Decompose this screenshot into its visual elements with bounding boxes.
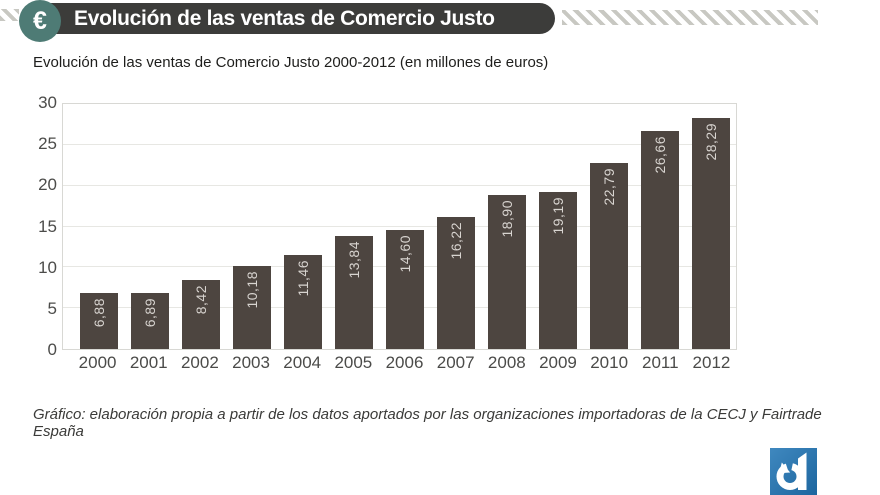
bar-value-label: 11,46 (294, 260, 311, 297)
x-tick-label: 2012 (692, 353, 731, 372)
eldiario-logo (770, 448, 817, 495)
y-tick-label: 5 (47, 298, 57, 318)
bar-value-label: 26,66 (651, 136, 668, 174)
bar-2005: 13,84 (334, 235, 373, 349)
bar-slot-2006: 14,60 (379, 104, 430, 349)
bar-value-label: 19,19 (549, 197, 566, 235)
bar-2006: 14,60 (385, 229, 424, 349)
bar-value-label: 18,90 (498, 199, 515, 238)
x-axis-labels: 2000 2001 2002 2003 2004 2005 2006 2007 2008 2009… (62, 353, 737, 373)
bar-value-label: 8,42 (192, 285, 209, 315)
x-tick-label: 2011 (642, 353, 679, 372)
bar-2000: 6,88 (79, 292, 118, 349)
bar-2012: 28,29 (691, 117, 730, 349)
bar-value-label: 14,60 (396, 234, 413, 273)
bar-slot-2000: 6,88 (73, 104, 124, 349)
y-tick-label: 10 (38, 257, 57, 277)
header-left-stripes-decoration (0, 9, 19, 21)
bar-2003: 10,18 (232, 265, 271, 349)
source-credit-text: Gráfico: elaboración propia a partir de … (33, 406, 822, 440)
x-tick-label: 2000 (78, 353, 117, 372)
x-tick-label: 2004 (283, 353, 322, 372)
bar-slot-2009: 19,19 (532, 104, 583, 349)
euro-icon: € (19, 0, 61, 42)
x-tick-label: 2003 (232, 353, 270, 372)
y-tick-label: 25 (38, 134, 57, 154)
x-tick-label: 2005 (334, 353, 373, 372)
bar-value-label: 10,18 (243, 270, 260, 309)
y-tick-label: 15 (38, 216, 57, 236)
bar-slot-2010: 22,79 (583, 104, 634, 349)
bar-2008: 18,90 (487, 194, 526, 349)
y-tick-label: 30 (38, 93, 57, 112)
bar-2010: 22,79 (589, 162, 628, 349)
bar-2011: 26,66 (640, 131, 679, 349)
x-tick-label: 2002 (180, 353, 219, 372)
bar-slot-2005: 13,84 (328, 104, 379, 349)
header-title-bar: Evolución de las ventas de Comercio Just… (30, 3, 555, 34)
eldiario-logo-icon (770, 448, 817, 495)
bar-slot-2002: 8,42 (175, 104, 226, 349)
bar-value-label: 13,84 (345, 240, 362, 279)
y-axis-labels: 0 5 10 15 20 25 30 (0, 94, 57, 359)
bar-2009: 19,19 (538, 192, 577, 349)
x-tick-label: 2006 (385, 353, 424, 372)
bar-value-label: 16,22 (447, 221, 464, 260)
header-right-stripes-decoration (562, 10, 818, 25)
bar-slot-2004: 11,46 (277, 104, 328, 349)
x-tick-label: 2010 (590, 353, 629, 372)
plot-area: 6,88 6,89 8,42 10,18 11,46 13,84 14,60 16,22 18,… (62, 103, 737, 350)
x-tick-label: 2007 (436, 353, 475, 372)
bar-slot-2008: 18,90 (481, 104, 532, 349)
chart-title: Evolución de las ventas de Comercio Just… (33, 54, 549, 71)
bar-2004: 11,46 (283, 255, 322, 349)
gridline (63, 225, 736, 227)
x-tick-label: 2008 (487, 353, 526, 372)
bar-2001: 6,89 (130, 292, 169, 349)
page-title: Evolución de las ventas de Comercio Just… (74, 6, 495, 30)
y-tick-label: 0 (47, 340, 57, 359)
x-tick-label: 2009 (539, 353, 577, 372)
gridline (63, 184, 736, 186)
bar-2002: 8,42 (181, 280, 220, 349)
bar-slot-2011: 26,66 (634, 104, 685, 349)
bar-value-label: 6,88 (90, 297, 107, 328)
bar-value-label: 6,89 (141, 297, 158, 327)
euro-icon-glyph: € (33, 6, 47, 35)
bar-slot-2003: 10,18 (226, 104, 277, 349)
bar-value-label: 28,29 (702, 122, 719, 161)
gridline (63, 143, 736, 145)
bar-slot-2012: 28,29 (685, 104, 736, 349)
bar-slot-2007: 16,22 (430, 104, 481, 349)
bar-slot-2001: 6,89 (124, 104, 175, 349)
y-tick-label: 20 (38, 175, 57, 195)
bar-value-label: 22,79 (600, 167, 617, 206)
bar-2007: 16,22 (436, 216, 475, 349)
x-tick-label: 2001 (129, 353, 168, 372)
